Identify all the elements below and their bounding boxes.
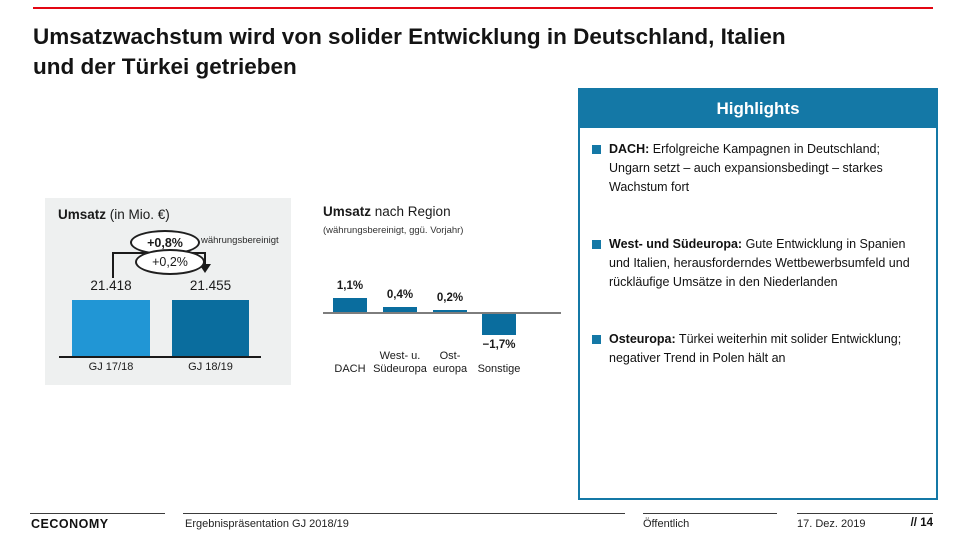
footer-divider-date bbox=[797, 513, 933, 514]
growth-badge-currency-adjusted: +0,8% bbox=[130, 230, 200, 255]
umsatz-chart-title-bold: Umsatz bbox=[58, 207, 107, 222]
footer-divider-classification bbox=[643, 513, 777, 514]
region-chart: Umsatz nach Region (währungsbereinigt, g… bbox=[305, 198, 575, 388]
footer-date: 17. Dez. 2019 bbox=[797, 518, 866, 530]
highlight-text: West- und Südeuropa: Gute Entwicklung in… bbox=[609, 237, 910, 289]
umsatz-axis-line bbox=[59, 356, 261, 358]
umsatz-category-label: GJ 18/19 bbox=[188, 361, 233, 373]
footer-divider-doc bbox=[183, 513, 625, 514]
region-category-label: West- u. Südeuropa bbox=[364, 350, 436, 376]
region-category-label: Sonstige bbox=[463, 363, 535, 376]
footer-divider-logo bbox=[30, 513, 165, 514]
highlight-item: DACH: Erfolgreiche Kampagnen in Deutschl… bbox=[592, 140, 923, 197]
region-chart-title-bold: Umsatz bbox=[323, 204, 372, 219]
footer-classification: Öffentlich bbox=[643, 518, 690, 530]
region-value-label: 1,1% bbox=[336, 280, 364, 292]
top-accent-line bbox=[33, 7, 933, 9]
growth-badge-bottom-value: +0,2% bbox=[152, 255, 188, 269]
highlight-item: Osteuropa: Türkei weiterhin mit solider … bbox=[592, 330, 923, 368]
company-logo: CECONOMY bbox=[31, 517, 109, 531]
region-category-label: DACH bbox=[314, 363, 386, 376]
umsatz-category-label: GJ 17/18 bbox=[88, 361, 134, 373]
umsatz-bar-gj1819 bbox=[172, 300, 249, 356]
highlight-text: DACH: Erfolgreiche Kampagnen in Deutschl… bbox=[609, 142, 883, 194]
region-category-label: Ost-europa bbox=[414, 350, 486, 376]
arrow-shaft bbox=[204, 252, 206, 265]
growth-badge-note: währungsbereinigt bbox=[201, 235, 279, 246]
bullet-square-icon bbox=[592, 145, 601, 154]
region-value-label: 0,2% bbox=[436, 292, 464, 304]
region-category-line: Sonstige bbox=[477, 363, 521, 375]
bullet-square-icon bbox=[592, 240, 601, 249]
highlights-list: DACH: Erfolgreiche Kampagnen in Deutschl… bbox=[580, 128, 936, 368]
umsatz-chart-title: Umsatz (in Mio. €) bbox=[58, 207, 170, 222]
region-chart-title: Umsatz nach Region bbox=[323, 204, 451, 219]
bullet-square-icon bbox=[592, 335, 601, 344]
highlight-text: Osteuropa: Türkei weiterhin mit solider … bbox=[609, 332, 902, 365]
umsatz-value-label: 21.418 bbox=[90, 278, 132, 293]
arrow-down-icon bbox=[199, 264, 211, 273]
slide-title-line1: Umsatzwachstum wird von solider Entwickl… bbox=[33, 24, 786, 49]
region-bar-westusdeuropa bbox=[383, 307, 417, 312]
region-chart-subtitle: (währungsbereinigt, ggü. Vorjahr) bbox=[323, 225, 464, 236]
region-chart-title-rest: nach Region bbox=[371, 204, 451, 219]
region-category-line: Ost- bbox=[439, 350, 461, 362]
footer-doc-name: Ergebnispräsentation GJ 2018/19 bbox=[185, 518, 349, 530]
region-category-line: West- u. bbox=[379, 350, 421, 362]
highlights-header: Highlights bbox=[580, 90, 936, 128]
slide-title: Umsatzwachstum wird von solider Entwickl… bbox=[33, 22, 938, 82]
slide-title-line2: und der Türkei getrieben bbox=[33, 54, 297, 79]
region-category-line: europa bbox=[432, 363, 468, 375]
growth-badge-top-value: +0,8% bbox=[147, 235, 183, 250]
region-value-label: −1,7% bbox=[482, 339, 516, 351]
region-bar-osteuropa bbox=[433, 310, 467, 312]
umsatz-chart-title-rest: (in Mio. €) bbox=[106, 207, 170, 222]
umsatz-value-label: 21.455 bbox=[189, 278, 232, 293]
region-category-line: Südeuropa bbox=[373, 363, 427, 375]
connector-line-vertical bbox=[112, 252, 114, 278]
umsatz-bar-gj1718 bbox=[72, 300, 150, 356]
region-bar-dach bbox=[333, 298, 367, 312]
region-bar-sonstige bbox=[482, 314, 516, 335]
highlights-panel: Highlights DACH: Erfolgreiche Kampagnen … bbox=[578, 88, 938, 500]
region-axis-line bbox=[323, 312, 561, 314]
page-number: // 14 bbox=[910, 517, 933, 529]
region-value-label: 0,4% bbox=[386, 289, 414, 301]
highlight-item: West- und Südeuropa: Gute Entwicklung in… bbox=[592, 235, 923, 292]
region-category-line: DACH bbox=[334, 363, 366, 375]
umsatz-chart-panel: Umsatz (in Mio. €) +0,8% währungsbereini… bbox=[45, 198, 291, 385]
growth-badge-reported: +0,2% bbox=[135, 249, 205, 275]
